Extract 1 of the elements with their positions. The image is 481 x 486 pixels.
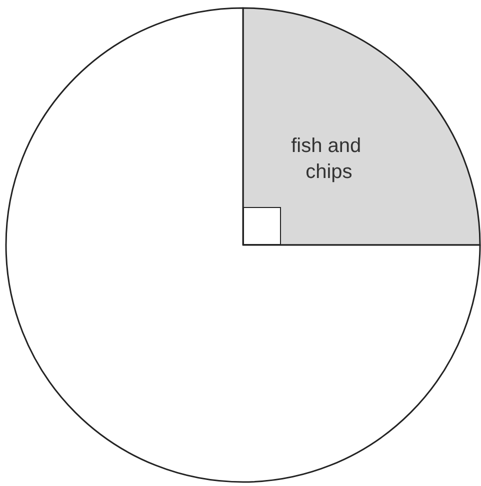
slice-label: fish and chips <box>291 135 367 184</box>
